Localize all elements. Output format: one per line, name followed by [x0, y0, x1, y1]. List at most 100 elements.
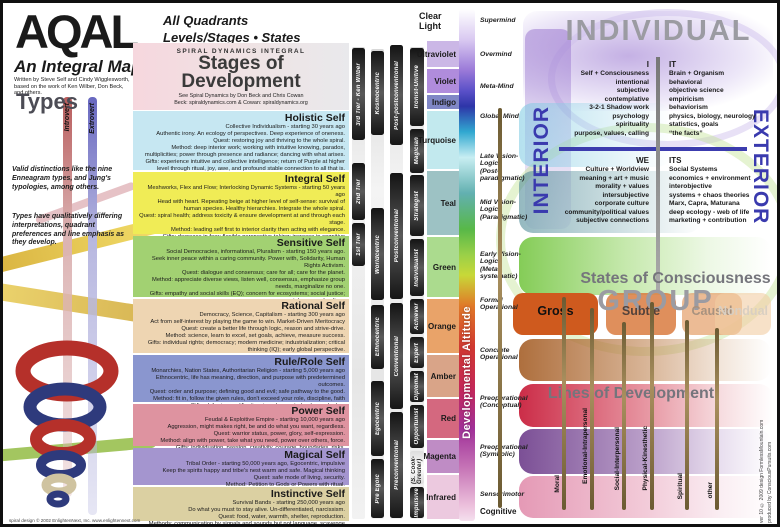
mind-state-label: Late Vision-Logic (Post-paradigmatic)	[480, 153, 525, 183]
column-segment: 1st Tier	[352, 223, 365, 266]
quadrant-its-body: Social Systems economics + environment i…	[669, 166, 751, 225]
row-concrete-operational	[519, 339, 771, 381]
column-segment: Achiever	[410, 299, 424, 334]
poster-subtitle: An Integral Map	[14, 57, 142, 76]
stage-row-magical: Magical Self Tribal Order - starting 50,…	[133, 448, 349, 495]
mind-state-label: Supermind	[480, 17, 516, 24]
dev-line-other	[715, 328, 719, 510]
poster-title: AQAL	[15, 5, 139, 58]
stage-row-instinctive: Instinctive Self Survival Bands - starti…	[133, 487, 349, 524]
exterior-label: EXTERIOR	[749, 109, 772, 225]
column-segment-label: (S. Cook-Greuter)	[411, 455, 423, 484]
stage-body: Collective Individualism - starting 30 y…	[144, 124, 345, 173]
column-segment: Postconventional	[390, 173, 403, 299]
altitude-row: Magenta	[424, 440, 459, 473]
column-segment: 2nd Tier	[352, 163, 365, 220]
stage-row-rational: Rational Self Democracy, Science, Capita…	[133, 299, 349, 353]
column-segment: Impulsive	[410, 487, 424, 518]
column-segment-label: Preconventional	[393, 440, 400, 490]
individual-label: INDIVIDUAL	[565, 15, 752, 47]
state-label-subtle: Subtle	[621, 304, 661, 318]
mind-state-label: Mid Vision-Logic (Paradigmatic)	[480, 199, 528, 221]
dev-line-moral	[562, 297, 566, 510]
mind-state-label: Meta-Mind	[480, 83, 514, 90]
column-segment-label: Pre Egoic	[374, 473, 381, 504]
quadrant-vertical-axis	[656, 57, 660, 291]
quadrant-it-header: IT	[669, 60, 677, 69]
dev-line-label: Social-Interpersonal	[614, 426, 621, 491]
column-segment-label: Post-postconventional	[393, 60, 400, 130]
altitude-row-clear-light: Clear Light	[419, 11, 442, 31]
state-block-gross	[513, 293, 598, 335]
state-block-nondual	[715, 293, 771, 335]
introvert-bar: Introvert	[63, 97, 72, 497]
quadrant-we-body: Culture + Worldview meaning + art + musi…	[564, 166, 649, 225]
altitude-row: Infrared	[426, 475, 459, 519]
dev-line-cognitive	[498, 108, 502, 508]
types-paragraph-2: Types have qualitatively differing inter…	[12, 213, 125, 247]
column-segment: Post-postconventional	[390, 45, 403, 145]
stage-title: Rule/Role Self	[274, 356, 345, 368]
row-preoperational-conceptual	[519, 384, 773, 427]
stage-row-sensitive: Sensitive Self Social Democracies, infor…	[133, 236, 349, 304]
column-segment-label: Individualist	[414, 248, 420, 287]
poster-byline: Written by Steve Self and Cindy Wigglesw…	[14, 77, 130, 97]
column-segment: Strategist	[410, 175, 424, 236]
quadrant-its-header: ITS	[669, 156, 682, 165]
column-segment-label: Strategist	[414, 190, 420, 221]
types-paragraph-1: Valid distinctions like the nine Enneagr…	[12, 166, 113, 191]
producer-credit: produced by ConsciousPursuits.com	[767, 441, 773, 523]
stages-eyebrow: SPIRAL DYNAMICS INTEGRAL	[176, 48, 306, 55]
column-segment-label: Diplomat	[414, 372, 420, 401]
developmental-altitude-label: Developmental Altitude	[461, 306, 473, 439]
mind-state-label: Sensorimotor	[480, 491, 525, 498]
column-segment: Ironist-Unitive	[410, 48, 424, 126]
stage-title: Holistic Self	[284, 112, 345, 124]
cognitive-line-label: Cognitive	[480, 507, 517, 516]
state-label-nondual: Nondual	[718, 304, 768, 318]
design-credit: ver 10 © 2009 design FormlessMountain.co…	[759, 419, 765, 523]
stage-title: Instinctive Self	[270, 488, 345, 500]
column-segment: Ethnocentric	[371, 305, 384, 369]
altitude-row: Ultraviolet	[417, 41, 459, 67]
stages-header: SPIRAL DYNAMICS INTEGRAL Stages of Devel…	[133, 43, 349, 110]
altitude-row: Indigo	[427, 95, 459, 109]
quadrant-its: ITS Social Systems economics + environme…	[669, 156, 769, 226]
dev-line-label: Emotional-Intrapersonal	[582, 407, 589, 484]
mind-state-label: Preoperational (Symbolic)	[480, 444, 528, 458]
mind-state-label: Global Mind	[480, 113, 519, 120]
stage-row-integral: Integral Self Meshworks, Flex and Flow; …	[133, 172, 349, 262]
dev-line-label: Physical-Kinesthetic	[642, 426, 649, 491]
column-segment: Diplomat	[410, 371, 424, 402]
column-segment-label: Achiever	[414, 303, 420, 330]
stage-row-rule-role: Rule/Role Self Monarchies, Nation States…	[133, 355, 349, 409]
column-segment: Pre Egoic	[371, 459, 384, 518]
column-segment-label: Conventional	[393, 335, 400, 377]
column-segment: Expert	[410, 337, 424, 368]
quadrant-horizontal-axis	[559, 147, 747, 151]
mind-state-label: Preoperational (Conceptual)	[480, 395, 528, 409]
dev-line-label: Spiritual	[677, 473, 684, 500]
state-label-gross: Gross	[537, 304, 574, 318]
row-mid-vision-logic	[519, 171, 701, 233]
state-block-subtle	[606, 293, 676, 335]
states-of-consciousness-title: States of Consciousness	[580, 270, 771, 287]
quadrant-we-header: WE	[636, 156, 649, 165]
spiral-graphic	[15, 340, 119, 508]
stage-body: Survival Bands - starting 250,000 years …	[148, 500, 345, 527]
column-segment: Kosmocentric	[371, 51, 384, 135]
interior-label: INTERIOR	[530, 105, 553, 215]
quadrant-i-body: Self + Consciousness intentional subject…	[574, 70, 649, 137]
row-sensorimotor	[519, 476, 773, 518]
column-segment-label: 1st Tier	[355, 233, 362, 256]
altitude-row: Turquoise	[418, 111, 459, 169]
column-segment: Individualist	[410, 239, 424, 296]
row-preoperational-symbolic	[519, 429, 771, 474]
column-segment-label: Worldcentric	[374, 234, 381, 274]
column-segment: 3rd Tier - Ken Wilber	[352, 48, 365, 140]
column-segment: Conventional	[390, 303, 403, 409]
stage-title: Integral Self	[284, 173, 345, 185]
stages-credit: See Spiral Dynamics by Don Beck and Chri…	[174, 93, 308, 106]
column-segment-label: Kosmocentric	[374, 71, 381, 115]
stage-title: Power Self	[291, 405, 345, 417]
